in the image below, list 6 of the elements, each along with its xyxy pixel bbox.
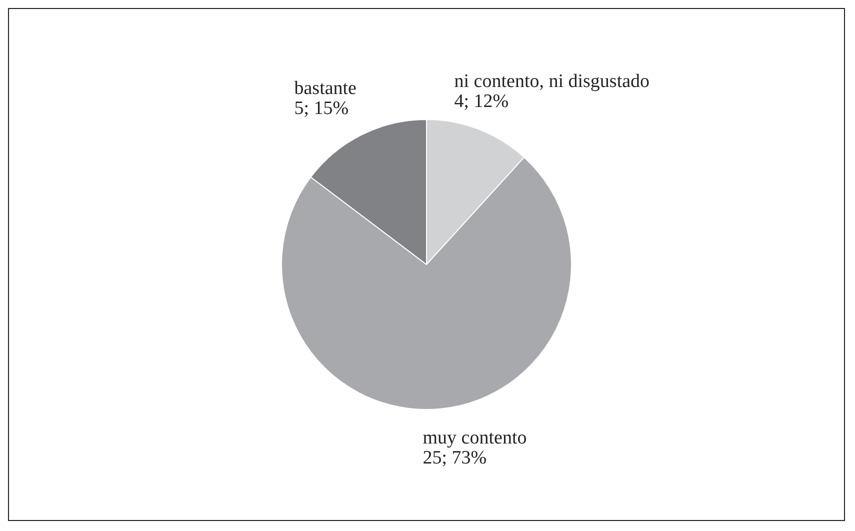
slice-label: bastante [294,78,357,99]
data-label: 25; 73% [422,448,487,469]
slice-label: muy contento [422,428,527,449]
data-label: 5; 15% [294,98,349,119]
data-label: 4; 12% [454,90,509,112]
slice-label: ni contento, ni disgustado [454,70,650,92]
